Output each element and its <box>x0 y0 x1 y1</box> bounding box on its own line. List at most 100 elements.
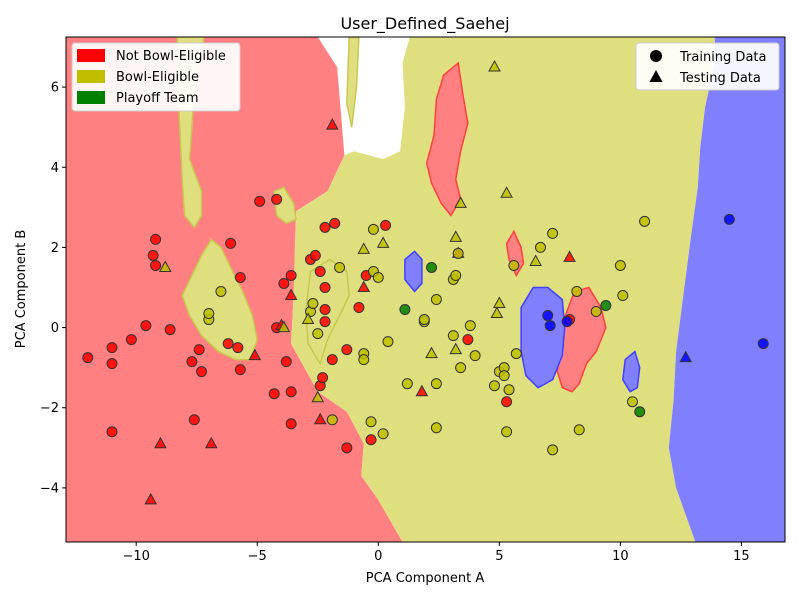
test-point-0-6 <box>313 412 327 425</box>
test-point-0-0 <box>144 492 158 505</box>
train-point-1-13 <box>372 271 384 283</box>
x-tick-label: 15 <box>733 549 750 564</box>
train-point-0-2 <box>106 358 118 370</box>
test-point-1-2 <box>301 312 315 325</box>
legend-marker-triangle <box>649 70 663 82</box>
train-point-1-11 <box>367 223 379 235</box>
train-point-0-7 <box>150 259 162 271</box>
data-points <box>82 60 769 505</box>
test-point-1-7 <box>449 230 463 242</box>
legend-marker-label-1: Testing Data <box>679 71 761 86</box>
train-point-0-1 <box>106 342 118 354</box>
legend-swatch-1 <box>77 70 105 83</box>
train-point-0-40 <box>341 442 353 454</box>
decision-regions <box>66 37 785 542</box>
train-point-0-38 <box>329 217 341 229</box>
y-tick-label: 0 <box>51 321 59 336</box>
train-point-1-42 <box>590 306 602 318</box>
region-island-6 <box>505 229 525 278</box>
test-point-0-3 <box>248 348 262 361</box>
train-point-0-29 <box>309 249 321 261</box>
train-point-0-15 <box>225 237 237 249</box>
test-point-1-13 <box>500 186 513 198</box>
legend-label-1: Bowl-Eligible <box>116 70 199 85</box>
train-point-1-0 <box>215 286 227 298</box>
train-point-1-27 <box>464 320 476 332</box>
train-point-0-4 <box>125 334 137 346</box>
region-1 <box>291 37 715 542</box>
train-point-1-19 <box>430 294 442 306</box>
test-point-0-1 <box>154 436 167 449</box>
test-point-1-14 <box>529 254 542 266</box>
train-point-1-35 <box>508 259 520 271</box>
test-point-1-4 <box>357 242 371 254</box>
y-tick-label: 6 <box>51 81 59 96</box>
train-point-1-34 <box>501 426 513 438</box>
region-island-0 <box>346 37 360 128</box>
test-point-1-8 <box>449 342 463 355</box>
train-point-0-37 <box>326 354 338 366</box>
plot-area <box>66 37 785 542</box>
region-island-10 <box>404 250 423 293</box>
train-point-0-18 <box>234 364 246 376</box>
train-point-1-5 <box>312 328 324 340</box>
train-point-1-36 <box>510 348 522 360</box>
train-point-0-20 <box>268 388 280 400</box>
train-point-0-6 <box>147 249 159 261</box>
train-point-0-30 <box>314 265 326 277</box>
legend-swatch-2 <box>77 91 105 104</box>
legend-classes: Not Bowl-Eligible Bowl-Eligible Playoff Te… <box>71 42 241 112</box>
test-point-0-2 <box>204 436 218 449</box>
test-point-1-1 <box>277 320 291 333</box>
train-point-0-19 <box>254 195 266 207</box>
train-point-0-17 <box>234 271 246 283</box>
train-point-1-43 <box>614 259 626 271</box>
train-point-0-27 <box>285 418 297 430</box>
train-point-0-44 <box>380 219 392 231</box>
test-point-1-12 <box>492 296 506 309</box>
train-point-1-4 <box>307 298 319 310</box>
test-point-1-11 <box>490 306 504 319</box>
y-tick-label: 4 <box>51 161 59 176</box>
region-2 <box>668 37 785 542</box>
train-point-0-8 <box>150 233 162 245</box>
train-point-0-41 <box>353 302 365 314</box>
train-point-1-26 <box>455 362 467 374</box>
train-point-0-14 <box>222 338 234 350</box>
train-point-1-21 <box>430 422 442 434</box>
test-point-1-0 <box>158 260 172 272</box>
x-axis: −10 −5 0 5 10 15 <box>122 542 750 564</box>
train-point-1-37 <box>534 241 546 253</box>
x-tick-label: −5 <box>248 549 267 564</box>
train-point-0-10 <box>186 356 198 368</box>
train-point-0-32 <box>317 372 329 384</box>
legend-swatch-0 <box>77 49 105 62</box>
region-island-2 <box>181 238 258 361</box>
train-point-2-0 <box>399 304 411 316</box>
test-point-0-8 <box>357 280 371 292</box>
train-point-0-13 <box>196 366 208 378</box>
x-axis-label: PCA Component A <box>366 571 485 586</box>
test-point-0-5 <box>284 288 298 301</box>
train-point-3-4 <box>757 338 769 350</box>
train-point-1-24 <box>450 269 462 281</box>
train-point-0-23 <box>278 277 290 289</box>
train-point-0-5 <box>140 320 152 332</box>
train-point-2-2 <box>600 300 612 312</box>
x-tick-label: 0 <box>374 549 382 564</box>
train-point-1-9 <box>358 354 370 366</box>
train-point-1-16 <box>401 378 413 390</box>
train-point-0-43 <box>365 434 377 446</box>
legend-markers: Training Data Testing Data <box>635 42 780 91</box>
train-point-1-41 <box>573 424 585 436</box>
region-island-8 <box>520 286 566 389</box>
train-point-0-16 <box>232 342 244 354</box>
train-point-1-38 <box>547 227 559 239</box>
legend-markers-box <box>635 42 780 91</box>
train-point-0-25 <box>285 269 297 281</box>
train-point-1-32 <box>498 370 510 382</box>
train-point-0-36 <box>319 316 331 328</box>
train-point-3-0 <box>542 310 554 322</box>
train-point-1-2 <box>203 308 215 320</box>
